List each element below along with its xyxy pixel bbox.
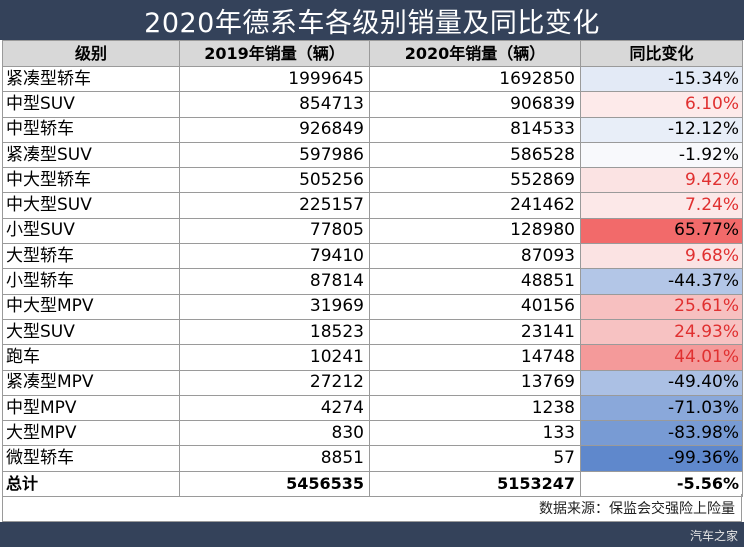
cell-level: 跑车 <box>2 344 180 371</box>
cell-sales-2019: 18523 <box>179 318 370 346</box>
cell-sales-2019: 8851 <box>179 445 370 472</box>
page-title: 2020年德系车各级别销量及同比变化 <box>144 7 600 39</box>
cell-level: 中大型SUV <box>2 192 180 219</box>
cell-level: 紧凑型MPV <box>2 369 180 396</box>
header-row: 级别 2019年销量（辆） 2020年销量（辆） 同比变化 <box>2 40 743 67</box>
cell-sales-2020: 14748 <box>369 344 581 371</box>
cell-yoy-change: -12.12% <box>580 116 743 143</box>
cell-level: 中大型MPV <box>2 293 180 320</box>
cell-sales-2019: 31969 <box>179 293 370 320</box>
cell-yoy-change: -83.98% <box>580 420 743 447</box>
cell-yoy-change: -71.03% <box>580 394 743 422</box>
table-row: 中大型SUV 225157 241462 7.24% <box>2 192 743 219</box>
table-row: 紧凑型轿车 1999645 1692850 -15.34% <box>2 65 743 93</box>
cell-yoy-change: 65.77% <box>580 217 743 245</box>
header-sales-2019: 2019年销量（辆） <box>179 40 370 67</box>
cell-sales-2020: 133 <box>369 420 581 447</box>
cell-sales-2020: 814533 <box>369 116 581 143</box>
cell-level: 大型轿车 <box>2 243 180 270</box>
total-label: 总计 <box>2 470 180 498</box>
cell-sales-2020: 57 <box>369 445 581 472</box>
table-row: 紧凑型SUV 597986 586528 -1.92% <box>2 141 743 169</box>
header-yoy-change: 同比变化 <box>580 40 743 67</box>
table-row: 大型轿车 79410 87093 9.68% <box>2 243 743 270</box>
cell-sales-2020: 13769 <box>369 369 581 396</box>
cell-sales-2020: 87093 <box>369 243 581 270</box>
table-row: 小型SUV 77805 128980 65.77% <box>2 217 743 245</box>
cell-sales-2020: 552869 <box>369 167 581 194</box>
cell-sales-2019: 77805 <box>179 217 370 245</box>
cell-yoy-change: -49.40% <box>580 369 743 396</box>
cell-sales-2020: 1238 <box>369 394 581 422</box>
cell-level: 紧凑型轿车 <box>2 65 180 93</box>
cell-level: 微型轿车 <box>2 445 180 472</box>
cell-yoy-change: 9.68% <box>580 243 743 270</box>
cell-yoy-change: 6.10% <box>580 91 743 118</box>
total-change: -5.56% <box>580 470 743 498</box>
total-2020: 5153247 <box>369 470 581 498</box>
cell-sales-2019: 1999645 <box>179 65 370 93</box>
cell-sales-2019: 830 <box>179 420 370 447</box>
cell-level: 紧凑型SUV <box>2 141 180 169</box>
table-body: 紧凑型轿车 1999645 1692850 -15.34% 中型SUV 854713 906… <box>2 65 743 472</box>
cell-sales-2020: 23141 <box>369 318 581 346</box>
table-title-bar: 2020年德系车各级别销量及同比变化 <box>0 0 744 40</box>
table-row: 中型SUV 854713 906839 6.10% <box>2 91 743 118</box>
table-row: 中型MPV 4274 1238 -71.03% <box>2 394 743 422</box>
cell-sales-2019: 225157 <box>179 192 370 219</box>
cell-yoy-change: 7.24% <box>580 192 743 219</box>
cell-level: 中型SUV <box>2 91 180 118</box>
cell-level: 中型MPV <box>2 394 180 422</box>
watermark-text: 汽车之家 <box>689 529 738 543</box>
table-row: 大型MPV 830 133 -83.98% <box>2 420 743 447</box>
cell-sales-2020: 128980 <box>369 217 581 245</box>
cell-yoy-change: 25.61% <box>580 293 743 320</box>
cell-yoy-change: -99.36% <box>580 445 743 472</box>
table-row: 中大型MPV 31969 40156 25.61% <box>2 293 743 320</box>
source-text: 数据来源：保监会交强险上险量 <box>539 500 735 517</box>
cell-sales-2019: 10241 <box>179 344 370 371</box>
cell-level: 小型轿车 <box>2 268 180 295</box>
table-row: 紧凑型MPV 27212 13769 -49.40% <box>2 369 743 396</box>
cell-level: 小型SUV <box>2 217 180 245</box>
cell-yoy-change: 9.42% <box>580 167 743 194</box>
cell-sales-2019: 27212 <box>179 369 370 396</box>
table-row: 小型轿车 87814 48851 -44.37% <box>2 268 743 295</box>
header-sales-2020: 2020年销量（辆） <box>369 40 581 67</box>
table-row: 跑车 10241 14748 44.01% <box>2 344 743 371</box>
cell-sales-2020: 586528 <box>369 141 581 169</box>
cell-sales-2019: 854713 <box>179 91 370 118</box>
table-row: 中型轿车 926849 814533 -12.12% <box>2 116 743 143</box>
table-row: 微型轿车 8851 57 -99.36% <box>2 445 743 472</box>
cell-level: 大型SUV <box>2 318 180 346</box>
source-note: 数据来源：保监会交强险上险量 <box>2 494 742 522</box>
bottom-bar <box>0 522 744 547</box>
cell-sales-2019: 926849 <box>179 116 370 143</box>
cell-sales-2019: 597986 <box>179 141 370 169</box>
cell-level: 中型轿车 <box>2 116 180 143</box>
sales-table: 级别 2019年销量（辆） 2020年销量（辆） 同比变化 紧凑型轿车 19996… <box>2 40 743 498</box>
cell-yoy-change: -1.92% <box>580 141 743 169</box>
cell-sales-2020: 1692850 <box>369 65 581 93</box>
cell-yoy-change: 44.01% <box>580 344 743 371</box>
total-2019: 5456535 <box>179 470 370 498</box>
cell-sales-2020: 48851 <box>369 268 581 295</box>
cell-level: 中大型轿车 <box>2 167 180 194</box>
cell-yoy-change: -44.37% <box>580 268 743 295</box>
table-row: 大型SUV 18523 23141 24.93% <box>2 318 743 346</box>
header-level: 级别 <box>2 40 180 67</box>
table-row: 中大型轿车 505256 552869 9.42% <box>2 167 743 194</box>
cell-sales-2019: 79410 <box>179 243 370 270</box>
cell-sales-2020: 40156 <box>369 293 581 320</box>
cell-level: 大型MPV <box>2 420 180 447</box>
cell-sales-2019: 4274 <box>179 394 370 422</box>
cell-yoy-change: 24.93% <box>580 318 743 346</box>
cell-yoy-change: -15.34% <box>580 65 743 93</box>
total-row: 总计 5456535 5153247 -5.56% <box>2 470 743 498</box>
cell-sales-2019: 505256 <box>179 167 370 194</box>
cell-sales-2019: 87814 <box>179 268 370 295</box>
cell-sales-2020: 241462 <box>369 192 581 219</box>
cell-sales-2020: 906839 <box>369 91 581 118</box>
